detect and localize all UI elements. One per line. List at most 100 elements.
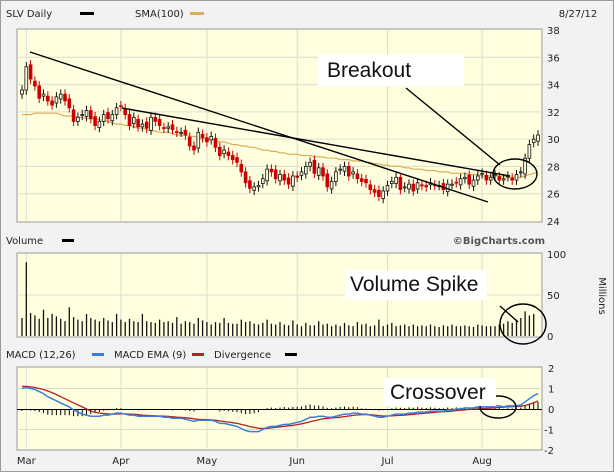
candle-body: [364, 178, 368, 184]
candle-body: [342, 166, 347, 172]
x-axis-month-label: Jul: [380, 456, 393, 467]
trend-line-2: [121, 107, 511, 177]
candle-body: [394, 176, 398, 184]
candle-body: [209, 136, 214, 141]
x-axis-month-label: Jun: [288, 456, 305, 467]
candle-body: [454, 181, 459, 184]
x-axis-month-label: Aug: [472, 456, 492, 467]
macd-y-tick-label: 2: [548, 364, 554, 375]
macd-y-tick-label: 1: [548, 385, 554, 396]
candle-body: [67, 98, 72, 109]
candle-body: [131, 116, 136, 124]
candle-body: [243, 171, 248, 184]
macd-legend-swatch: [92, 353, 104, 356]
candle-body: [256, 185, 261, 188]
candle-body: [402, 186, 407, 189]
candle-body: [196, 131, 201, 149]
candle-body: [187, 136, 192, 147]
macd-y-tick-label: 0: [548, 405, 554, 416]
candle-body: [153, 116, 158, 122]
candle-body: [20, 89, 24, 95]
candle-body: [415, 182, 420, 190]
candle-body: [359, 178, 364, 182]
candle-body: [523, 157, 527, 175]
candle-body: [162, 127, 166, 129]
candle-body: [110, 114, 115, 122]
candle-body: [308, 161, 312, 167]
candle-body: [265, 168, 269, 182]
macd-ema-line: [22, 385, 539, 430]
candle-body: [338, 168, 342, 171]
candle-body: [170, 124, 175, 130]
candle-body: [63, 93, 67, 102]
candle-body: [471, 179, 476, 187]
x-axis-month-label: Mar: [17, 456, 37, 467]
macd-line: [21, 386, 539, 433]
candle-body: [33, 80, 37, 87]
candle-body: [248, 180, 252, 189]
candle-body: [346, 166, 351, 177]
candle-body: [291, 175, 295, 187]
candle-body: [368, 184, 373, 191]
crossover-circle: [479, 395, 517, 419]
price-y-tick-label: 36: [547, 53, 560, 64]
crossover-label-box: [384, 378, 496, 406]
trend-line-1: [29, 51, 489, 203]
macd-y-ticks: 2 1 0 -1 -2: [544, 364, 554, 457]
candle-body: [273, 169, 278, 180]
candle-body: [385, 185, 390, 192]
x-axis-month-label: May: [197, 456, 218, 467]
candle-body: [424, 185, 428, 188]
volume-spike-circle: [499, 303, 547, 345]
candle-body: [411, 183, 416, 192]
volume-y-tick-label: 100: [547, 250, 566, 261]
candle-body: [127, 114, 132, 126]
candle-body: [28, 64, 33, 80]
candle-body: [475, 175, 480, 181]
candle-body: [316, 167, 321, 176]
candle-body: [458, 178, 463, 186]
candle-body: [41, 93, 46, 97]
candle-body: [420, 184, 424, 187]
candle-body: [239, 163, 244, 173]
candle-body: [467, 174, 471, 185]
candle-body: [450, 183, 454, 186]
candle-body: [136, 118, 140, 128]
volume-y-ticks: 100 50 0: [547, 250, 566, 343]
candle-body: [24, 66, 29, 91]
crossover-label: Crossover: [390, 381, 486, 404]
candle-body: [480, 172, 484, 175]
candle-body: [93, 116, 97, 126]
candle-body: [144, 121, 149, 129]
divergence-label: Divergence: [214, 350, 271, 361]
candle-body: [527, 144, 532, 159]
candle-body: [230, 155, 235, 161]
volume-y-tick-label: 0: [547, 332, 553, 343]
volume-spike-label: Volume Spike: [350, 273, 478, 296]
candle-body: [50, 100, 54, 106]
x-axis-labels: Mar Apr May Jun Jul Aug: [17, 456, 492, 467]
price-y-tick-label: 34: [547, 81, 560, 92]
breakout-circle: [492, 158, 538, 190]
candle-body: [106, 112, 110, 120]
price-y-tick-label: 30: [547, 135, 560, 146]
candle-body: [269, 168, 274, 173]
candle-body: [372, 189, 377, 193]
candle-body: [157, 118, 162, 126]
price-panel: 38 36 34 32 30 28 26 24 Breakout: [16, 26, 560, 228]
candle-body: [252, 186, 257, 191]
candle-body: [101, 114, 106, 122]
x-axis-month-label: Apr: [112, 456, 130, 467]
candle-body: [299, 171, 304, 176]
price-y-tick-label: 24: [547, 217, 560, 228]
candle-body: [235, 157, 239, 163]
macd-panel: 2 1 0 -1 -2 Crossover: [16, 364, 554, 457]
symbol-label: SLV Daily: [6, 9, 52, 20]
candle-body: [54, 96, 59, 104]
price-y-tick-label: 26: [547, 190, 560, 201]
candle-body: [484, 174, 489, 181]
candle-body: [334, 171, 338, 182]
candle-body: [174, 131, 179, 134]
candle-body: [58, 93, 63, 100]
macd-y-tick-label: -1: [544, 426, 554, 437]
